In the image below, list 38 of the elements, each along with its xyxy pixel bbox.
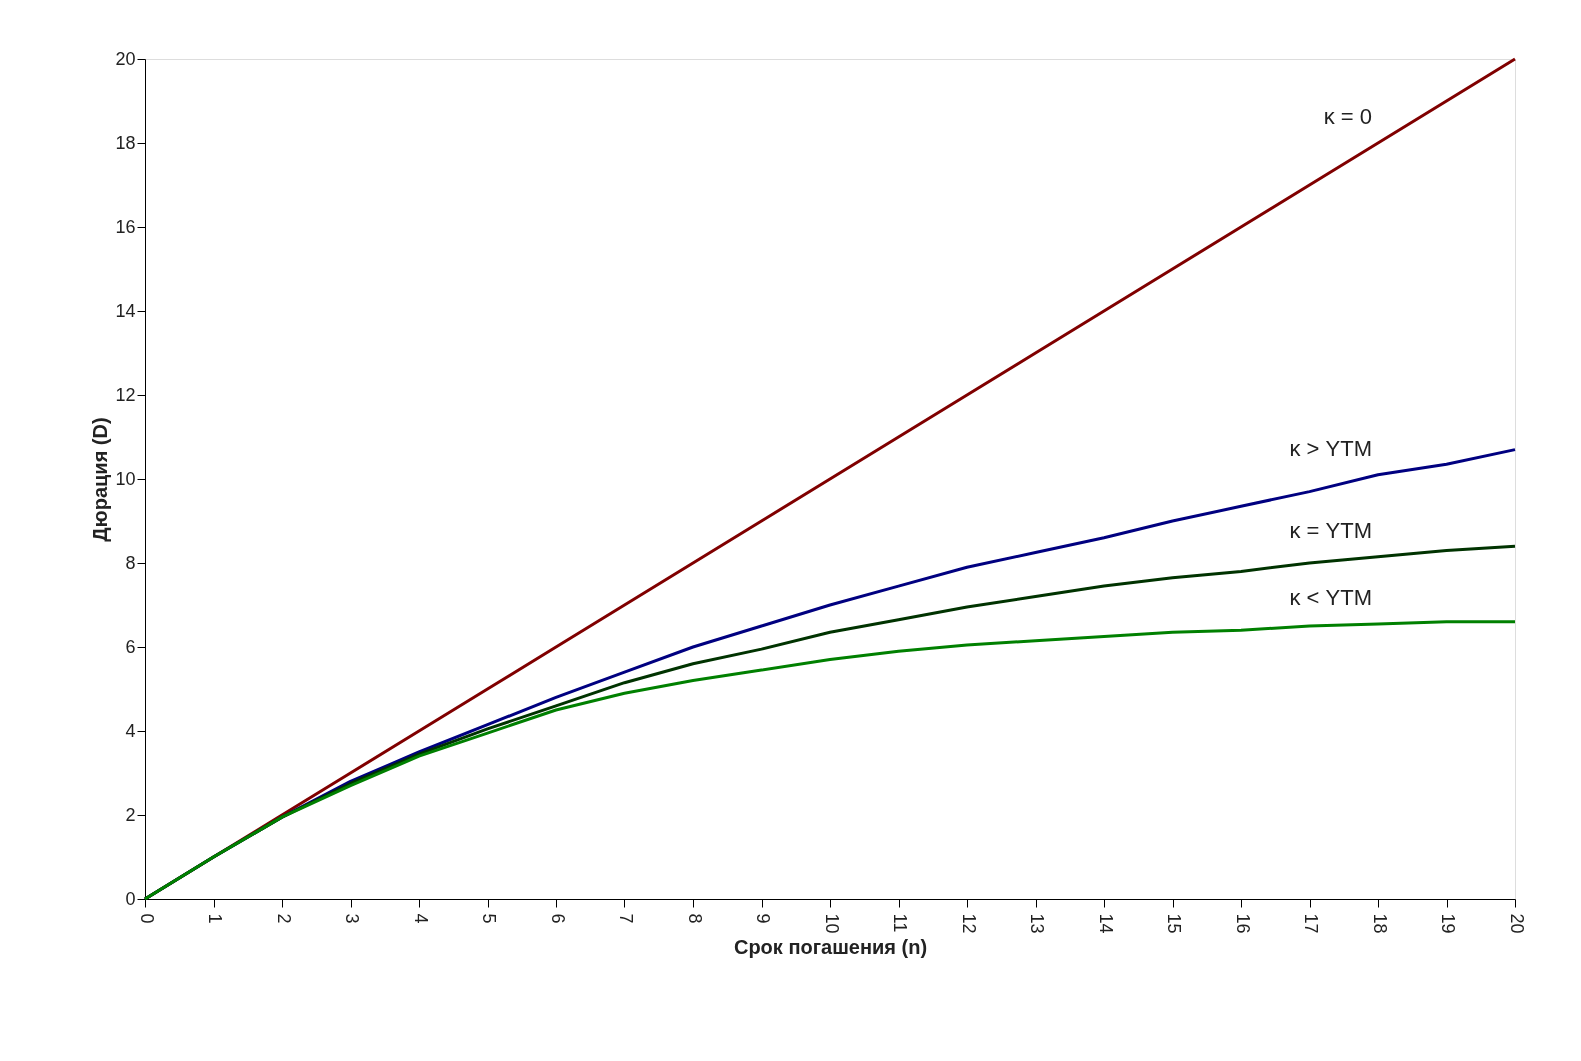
x-tick-label: 13 [1027,913,1047,934]
series-label: κ = YTM [1289,517,1372,543]
x-tick-label: 2 [273,913,294,924]
x-tick-label: 19 [1438,913,1458,934]
x-tick-label: 3 [342,913,362,924]
x-axis-title: Срок погашения (n) [733,935,928,958]
x-tick-label: 0 [136,913,157,924]
y-tick-label: 12 [115,384,136,405]
x-tick-label: 6 [547,913,568,924]
y-tick-label: 8 [125,552,136,573]
x-tick-label: 8 [684,913,705,924]
x-tick-label: 5 [479,913,499,924]
series-label: κ = 0 [1323,104,1372,129]
series-label: κ < YTM [1289,584,1372,610]
x-tick-label: 17 [1301,913,1321,934]
y-tick-label: 6 [125,636,136,657]
x-tick-label: 16 [1232,913,1253,934]
y-tick-label: 4 [125,720,136,741]
x-tick-label: 10 [821,913,842,934]
x-tick-label: 15 [1164,913,1184,934]
y-tick-label: 18 [115,132,136,153]
y-tick-label: 14 [115,300,136,321]
x-tick-label: 9 [753,913,773,924]
x-tick-label: 18 [1369,913,1390,934]
y-tick-label: 2 [125,804,136,825]
y-tick-label: 0 [125,888,136,909]
y-axis-title: Дюрация (D) [89,417,112,542]
x-tick-label: 4 [410,913,431,924]
x-tick-label: 11 [890,913,910,933]
y-tick-label: 20 [115,48,136,69]
x-tick-label: 14 [1095,913,1116,934]
x-tick-label: 12 [958,913,979,934]
y-tick-label: 16 [115,216,136,237]
x-tick-label: 7 [616,913,636,924]
series-label: κ > YTM [1289,435,1372,461]
x-tick-label: 1 [205,913,225,924]
x-tick-label: 20 [1506,913,1527,934]
y-tick-label: 10 [115,468,136,489]
